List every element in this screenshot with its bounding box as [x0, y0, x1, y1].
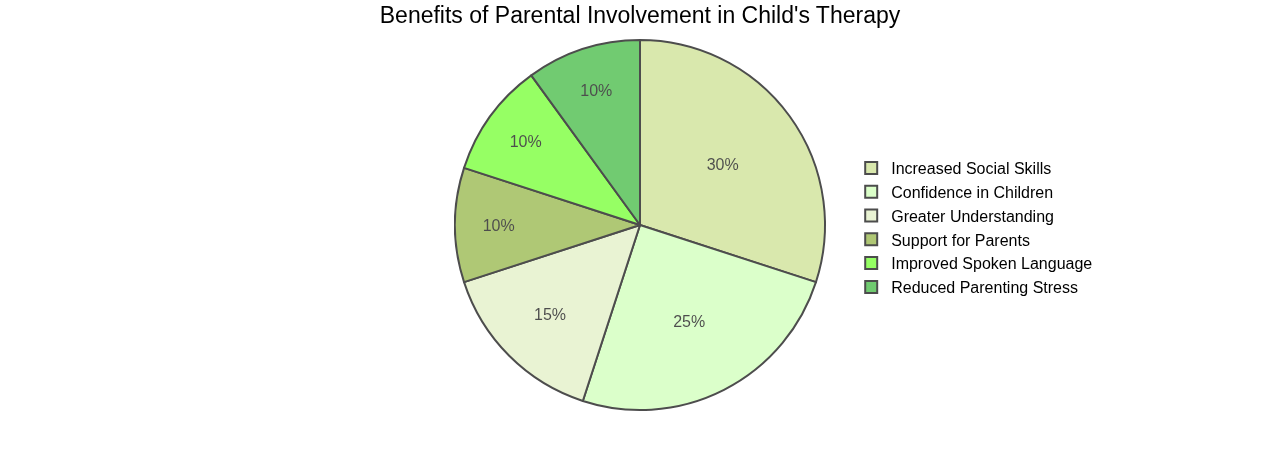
- svg-text:10%: 10%: [510, 133, 542, 150]
- svg-text:10%: 10%: [483, 217, 515, 234]
- svg-text:Improved Spoken Language: Improved Spoken Language: [891, 255, 1092, 272]
- svg-text:Reduced Parenting Stress: Reduced Parenting Stress: [891, 279, 1078, 296]
- svg-text:10%: 10%: [580, 82, 612, 99]
- svg-text:Benefits of Parental Involveme: Benefits of Parental Involvement in Chil…: [380, 2, 901, 28]
- svg-text:Greater Understanding: Greater Understanding: [891, 208, 1054, 225]
- svg-text:Confidence in Children: Confidence in Children: [891, 184, 1053, 201]
- svg-text:Increased Social Skills: Increased Social Skills: [891, 160, 1051, 177]
- svg-text:25%: 25%: [673, 313, 705, 330]
- svg-text:Support for Parents: Support for Parents: [891, 232, 1030, 249]
- svg-text:30%: 30%: [707, 156, 739, 173]
- svg-text:15%: 15%: [534, 306, 566, 323]
